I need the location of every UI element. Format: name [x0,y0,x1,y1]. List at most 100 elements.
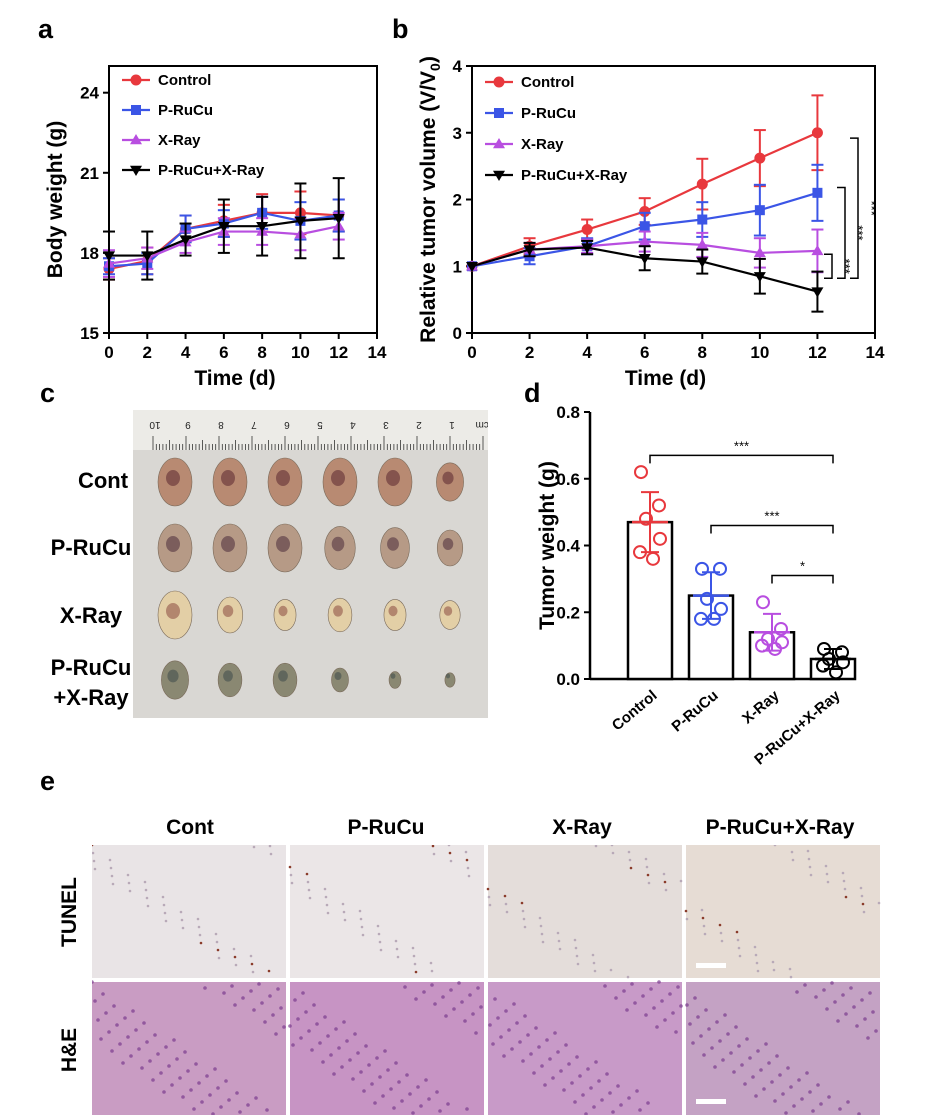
nucleus-dot [241,996,245,1000]
nucleus-dot [326,1034,330,1038]
nucleus-dot [868,991,872,995]
nucleus-dot [238,1110,242,1114]
nucleus-dot [203,986,207,990]
nucleus-dot [296,1017,300,1021]
nucleus-dot [364,1044,368,1048]
tunel-tile [488,845,682,978]
cell-dot [860,894,864,898]
nucleus-dot [836,1019,840,1023]
cell-dot [413,962,417,966]
tumor-sample [388,671,402,689]
legend-marker [130,165,142,176]
cell-dot [359,917,363,921]
cell-dot [143,880,147,884]
nucleus-dot [304,1010,308,1014]
nucleus-dot [353,1032,357,1036]
nucleus-dot [795,990,799,994]
x-axis-label: Time (d) [625,367,706,390]
histology-col-cont: Cont [166,816,214,839]
tumor-spot [443,606,453,616]
legend-label: P-RuCu [158,102,213,119]
cell-dot [179,910,183,914]
cell-dot [574,946,578,950]
nucleus-dot [562,1088,566,1092]
tunel-image [486,845,683,979]
cell-dot [735,930,739,934]
nucleus-dot [468,993,472,997]
cell-dot [360,925,364,929]
nucleus-dot [121,1061,125,1065]
significance-label: *** [851,225,866,240]
nucleus-dot [762,1087,766,1091]
y-tick-label: 3 [453,124,462,143]
nucleus-dot [532,1071,536,1075]
cell-dot [127,881,131,885]
tumor-row-label-prucu: P-RuCu [50,535,132,560]
nucleus-dot [197,1081,201,1085]
cell-dot [411,946,415,950]
cell-dot [326,911,330,915]
cell-dot [376,924,380,928]
nucleus-dot [696,1015,700,1019]
nucleus-dot [822,988,826,992]
tunel-tile [92,845,286,978]
nucleus-dot [422,990,426,994]
data-point [713,561,727,576]
nucleus-dot [679,1004,683,1008]
nucleus-dot [597,1079,601,1083]
tumor-spot [386,470,400,486]
nucleus-dot [605,1072,609,1076]
tumor-row-label-combo-line2: +X-Ray [53,685,129,710]
category-label: X-Ray [739,687,783,728]
nucleus-dot [756,1049,760,1053]
nucleus-dot [573,1100,577,1104]
nucleus-dot [502,1054,506,1058]
nucleus-dot [863,1017,867,1021]
nucleus-dot [435,1090,439,1094]
data-point [768,641,782,656]
category-label: P-RuCu [669,687,722,735]
tumor-spot [167,669,179,683]
nucleus-dot [356,1051,360,1055]
data-point [756,595,770,610]
nucleus-dot [159,1071,163,1075]
nucleus-dot [844,1012,848,1016]
cell-dot [92,859,96,863]
cell-dot [306,880,310,884]
y-tick-label: 1 [453,257,462,276]
nucleus-dot [293,998,297,1002]
cell-dot [591,953,595,957]
cell-dot [447,845,451,847]
nucleus-dot [414,997,418,1001]
x-tick-label: 2 [143,343,152,362]
ruler-number: 7 [251,419,257,430]
nucleus-dot [216,1086,220,1090]
he-tile [92,982,286,1115]
tumor-spot [221,470,235,486]
tumor-sample [157,590,193,640]
nucleus-dot [137,1047,141,1051]
cell-dot [199,941,203,945]
legend-label: P-RuCu+X-Ray [158,162,265,179]
nucleus-dot [164,1045,168,1049]
nucleus-dot [652,1006,656,1010]
nucleus-dot [274,1032,278,1036]
cell-dot [718,923,722,927]
cell-dot [627,850,631,854]
nucleus-dot [748,1056,752,1060]
tumor-sample [327,597,353,633]
cell-dot [269,852,273,856]
nucleus-dot [827,1095,831,1099]
nucleus-dot [614,996,618,1000]
cell-dot [377,932,381,936]
x-tick-label: 6 [219,343,228,362]
cell-dot [198,933,202,937]
tumor-body [388,671,402,689]
nucleus-dot [734,1025,738,1029]
data-point [811,287,824,298]
nucleus-dot [142,1021,146,1025]
he-image [685,981,880,1115]
legend-item: P-RuCu+X-Ray [485,167,628,184]
legend-label: P-RuCu+X-Ray [521,167,628,184]
cell-dot [196,917,200,921]
